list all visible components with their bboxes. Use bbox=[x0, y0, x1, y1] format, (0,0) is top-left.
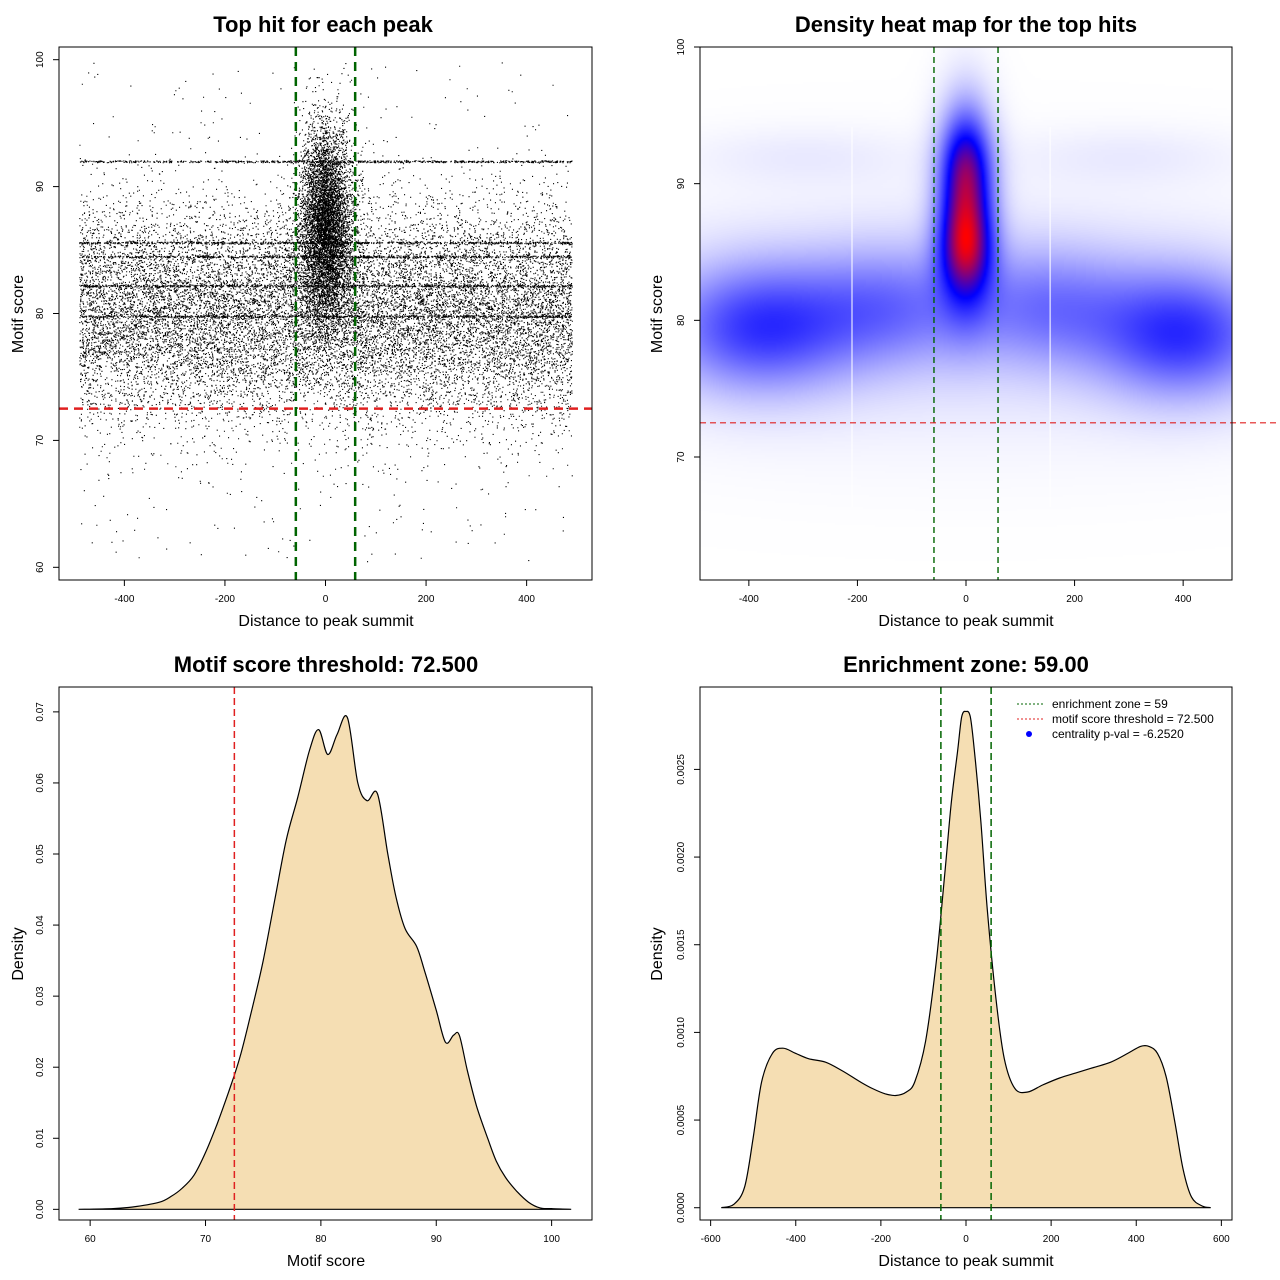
distance-density-x-tick-label: 400 bbox=[1128, 1234, 1145, 1245]
heatmap-x-tick-label: 0 bbox=[963, 594, 969, 605]
score-density-panel: Motif score threshold: 72.500 60 70 80 90 10… bbox=[10, 652, 593, 1270]
score-density-y-tick-label: 0.01 bbox=[35, 1128, 46, 1148]
heatmap-x-axis: -400 -200 0 200 400 bbox=[739, 579, 1192, 605]
heatmap-x-label: Distance to peak summit bbox=[878, 613, 1054, 630]
score-density-x-tick-label: 70 bbox=[200, 1234, 212, 1245]
legend-centrality-point bbox=[1026, 731, 1032, 737]
heatmap-x-tick-label: -400 bbox=[739, 594, 759, 605]
distance-density-y-tick-label: 0.0025 bbox=[676, 754, 687, 785]
scatter-y-axis: 60 70 80 90 100 bbox=[35, 51, 60, 573]
score-density-x-tick-label: 90 bbox=[431, 1234, 443, 1245]
scatter-panel: Top hit for each peak -400 -200 0 200 400 60… bbox=[10, 12, 593, 630]
legend-threshold-label: motif score threshold = 72.500 bbox=[1052, 712, 1214, 726]
score-density-title: Motif score threshold: 72.500 bbox=[174, 652, 478, 677]
score-density-y-tick-label: 0.05 bbox=[35, 844, 46, 864]
heatmap-y-label: Motif score bbox=[649, 275, 666, 353]
score-density-y-tick-label: 0.03 bbox=[35, 986, 46, 1006]
score-density-x-tick-label: 100 bbox=[543, 1234, 560, 1245]
heatmap-y-tick-label: 70 bbox=[676, 451, 687, 463]
score-density-y-tick-label: 0.07 bbox=[35, 702, 46, 722]
distance-density-x-tick-label: -600 bbox=[701, 1234, 721, 1245]
score-density-x-tick-label: 80 bbox=[315, 1234, 327, 1245]
scatter-x-tick-label: -200 bbox=[215, 594, 235, 605]
scatter-x-tick-label: -400 bbox=[114, 594, 134, 605]
scatter-y-label: Motif score bbox=[10, 275, 27, 353]
distance-density-x-label: Distance to peak summit bbox=[878, 1253, 1054, 1270]
heatmap-x-tick-label: -200 bbox=[847, 594, 867, 605]
score-density-y-tick-label: 0.06 bbox=[35, 773, 46, 793]
legend-enrichment-label: enrichment zone = 59 bbox=[1052, 697, 1168, 711]
distance-density-y-tick-label: 0.0015 bbox=[676, 929, 687, 960]
score-density-x-label: Motif score bbox=[287, 1253, 365, 1270]
scatter-x-label: Distance to peak summit bbox=[238, 613, 414, 630]
scatter-y-tick-label: 90 bbox=[35, 181, 46, 193]
scatter-y-tick-label: 100 bbox=[35, 51, 46, 68]
scatter-y-tick-label: 60 bbox=[35, 561, 46, 573]
heatmap-y-tick-label: 100 bbox=[676, 38, 687, 55]
scatter-x-tick-label: 400 bbox=[518, 594, 535, 605]
distance-density-curve bbox=[721, 710, 1211, 1209]
distance-density-x-tick-label: 0 bbox=[963, 1234, 969, 1245]
heatmap-image bbox=[700, 47, 1232, 580]
heatmap-x-tick-label: 200 bbox=[1066, 594, 1083, 605]
heatmap-title: Density heat map for the top hits bbox=[795, 12, 1137, 37]
heatmap-x-tick-label: 400 bbox=[1175, 594, 1192, 605]
heatmap-gap-lines bbox=[851, 127, 1051, 507]
distance-density-y-axis: 0.0000 0.0005 0.0010 0.0015 0.0020 0.0025 bbox=[676, 754, 701, 1223]
scatter-title: Top hit for each peak bbox=[213, 12, 433, 37]
score-density-y-label: Density bbox=[10, 927, 27, 980]
distance-density-x-axis: -600 -400 -200 0 200 400 600 bbox=[701, 1219, 1230, 1245]
heatmap-panel: Density heat map for the top hits -400 -2… bbox=[649, 12, 1280, 630]
scatter-x-tick-label: 0 bbox=[323, 594, 329, 605]
distance-density-x-tick-label: 600 bbox=[1213, 1234, 1230, 1245]
legend: enrichment zone = 59 motif score thresho… bbox=[1017, 697, 1214, 741]
score-density-y-tick-label: 0.04 bbox=[35, 915, 46, 935]
distance-density-y-tick-label: 0.0000 bbox=[676, 1192, 687, 1223]
distance-density-x-tick-label: 200 bbox=[1043, 1234, 1060, 1245]
scatter-y-tick-label: 80 bbox=[35, 308, 46, 320]
score-density-y-axis: 0.00 0.01 0.02 0.03 0.04 0.05 0.06 0.07 bbox=[35, 702, 60, 1219]
scatter-point-cloud bbox=[79, 62, 573, 563]
distance-density-y-tick-label: 0.0005 bbox=[676, 1104, 687, 1135]
score-density-y-tick-label: 0.00 bbox=[35, 1199, 46, 1219]
score-density-x-axis: 60 70 80 90 100 bbox=[85, 1219, 560, 1245]
distance-density-x-tick-label: -200 bbox=[871, 1234, 891, 1245]
score-density-y-tick-label: 0.02 bbox=[35, 1057, 46, 1077]
distance-density-y-label: Density bbox=[649, 927, 666, 980]
distance-density-y-tick-label: 0.0010 bbox=[676, 1017, 687, 1048]
distance-density-panel: Enrichment zone: 59.00 -600 -400 -200 0 200 4… bbox=[649, 652, 1233, 1270]
scatter-y-tick-label: 70 bbox=[35, 434, 46, 446]
score-density-curve bbox=[78, 715, 572, 1210]
scatter-points bbox=[79, 62, 573, 563]
heatmap-y-tick-label: 80 bbox=[676, 314, 687, 326]
score-density-x-tick-label: 60 bbox=[85, 1234, 97, 1245]
heatmap-y-axis: 70 80 90 100 bbox=[676, 38, 701, 463]
distance-density-title: Enrichment zone: 59.00 bbox=[843, 652, 1089, 677]
heatmap-y-tick-label: 90 bbox=[676, 178, 687, 190]
scatter-x-tick-label: 200 bbox=[418, 594, 435, 605]
distance-density-x-tick-label: -400 bbox=[786, 1234, 806, 1245]
legend-centrality-label: centrality p-val = -6.2520 bbox=[1052, 727, 1184, 741]
distance-density-y-tick-label: 0.0020 bbox=[676, 841, 687, 872]
scatter-x-axis: -400 -200 0 200 400 bbox=[114, 579, 535, 605]
